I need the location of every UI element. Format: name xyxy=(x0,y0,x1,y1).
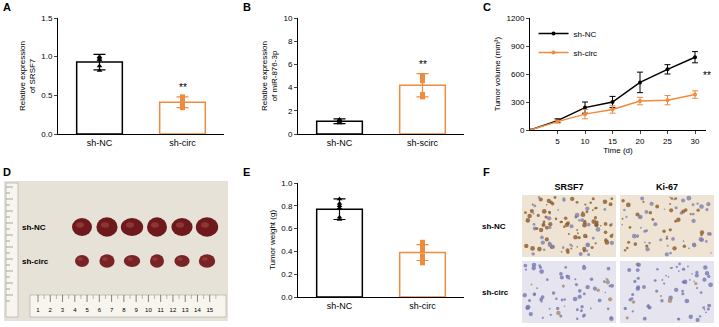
html-text:D: D xyxy=(3,166,11,178)
svg-text:sh-NC: sh-NC xyxy=(327,301,353,311)
svg-text:20: 20 xyxy=(636,137,645,146)
svg-text:3: 3 xyxy=(61,307,65,313)
svg-text:sh-circ: sh-circ xyxy=(22,257,49,266)
svg-text:Ki-67: Ki-67 xyxy=(656,182,678,192)
svg-text:0.2: 0.2 xyxy=(281,270,293,279)
svg-text:9: 9 xyxy=(134,307,138,313)
html-text:B: B xyxy=(243,1,251,13)
svg-text:8: 8 xyxy=(288,37,293,46)
svg-text:4: 4 xyxy=(288,83,293,92)
svg-text:13: 13 xyxy=(182,307,189,313)
svg-text:sh-circ: sh-circ xyxy=(574,49,598,58)
svg-text:sh-scirc: sh-scirc xyxy=(407,138,438,148)
svg-text:5: 5 xyxy=(555,137,560,146)
svg-text:4: 4 xyxy=(73,307,77,313)
svg-text:6: 6 xyxy=(288,60,293,69)
svg-text:7: 7 xyxy=(110,307,114,313)
html-text:A: A xyxy=(3,1,11,13)
svg-text:Relative expressionof SRSF7: Relative expressionof SRSF7 xyxy=(18,41,37,111)
svg-text:sh-NC: sh-NC xyxy=(574,30,597,39)
svg-text:sh-circ: sh-circ xyxy=(482,288,509,297)
html-text:C: C xyxy=(483,1,491,13)
svg-text:sh-circ: sh-circ xyxy=(169,138,196,148)
svg-text:1200: 1200 xyxy=(507,14,525,23)
svg-text:sh-NC: sh-NC xyxy=(327,138,353,148)
svg-text:6: 6 xyxy=(98,307,102,313)
svg-text:sh-NC: sh-NC xyxy=(22,223,46,232)
svg-text:0.6: 0.6 xyxy=(281,224,293,233)
svg-text:14: 14 xyxy=(194,307,201,313)
svg-text:10: 10 xyxy=(283,14,292,23)
svg-text:1: 1 xyxy=(36,307,40,313)
svg-text:0: 0 xyxy=(520,126,525,135)
svg-text:0.0: 0.0 xyxy=(281,293,293,302)
html-text:F: F xyxy=(483,166,490,178)
svg-text:1.0: 1.0 xyxy=(41,52,53,61)
svg-text:10: 10 xyxy=(145,307,152,313)
svg-text:0.8: 0.8 xyxy=(281,202,293,211)
svg-text:600: 600 xyxy=(511,70,525,79)
svg-text:1.0: 1.0 xyxy=(281,179,293,188)
svg-text:900: 900 xyxy=(511,42,525,51)
svg-text:**: ** xyxy=(179,82,187,93)
svg-text:30: 30 xyxy=(691,137,700,146)
svg-text:**: ** xyxy=(703,70,711,81)
svg-text:15: 15 xyxy=(206,307,213,313)
svg-text:10: 10 xyxy=(581,137,590,146)
svg-text:sh-circ: sh-circ xyxy=(409,301,436,311)
svg-text:sh-NC: sh-NC xyxy=(87,138,113,148)
svg-text:**: ** xyxy=(419,59,427,70)
svg-text:0.4: 0.4 xyxy=(281,247,293,256)
html-text:E: E xyxy=(243,166,251,178)
svg-text:1.5: 1.5 xyxy=(41,14,53,23)
svg-text:0.5: 0.5 xyxy=(41,91,53,100)
svg-text:25: 25 xyxy=(663,137,672,146)
svg-text:12: 12 xyxy=(170,307,177,313)
svg-text:Relative expressionof miR-876-: Relative expressionof miR-876-3p xyxy=(260,41,279,111)
svg-text:11: 11 xyxy=(158,307,165,313)
svg-text:Time (d): Time (d) xyxy=(603,146,633,155)
svg-text:300: 300 xyxy=(511,98,525,107)
svg-text:Tumor volume (mm³): Tumor volume (mm³) xyxy=(493,36,502,111)
svg-text:0.0: 0.0 xyxy=(41,130,53,139)
svg-text:sh-NC: sh-NC xyxy=(482,222,506,231)
svg-text:0: 0 xyxy=(288,130,293,139)
svg-text:8: 8 xyxy=(122,307,126,313)
svg-text:2: 2 xyxy=(288,107,293,116)
svg-text:Tumor weight (g): Tumor weight (g) xyxy=(268,210,277,271)
svg-text:15: 15 xyxy=(608,137,617,146)
svg-text:2: 2 xyxy=(49,307,53,313)
svg-text:SRSF7: SRSF7 xyxy=(554,182,583,192)
svg-text:5: 5 xyxy=(85,307,89,313)
